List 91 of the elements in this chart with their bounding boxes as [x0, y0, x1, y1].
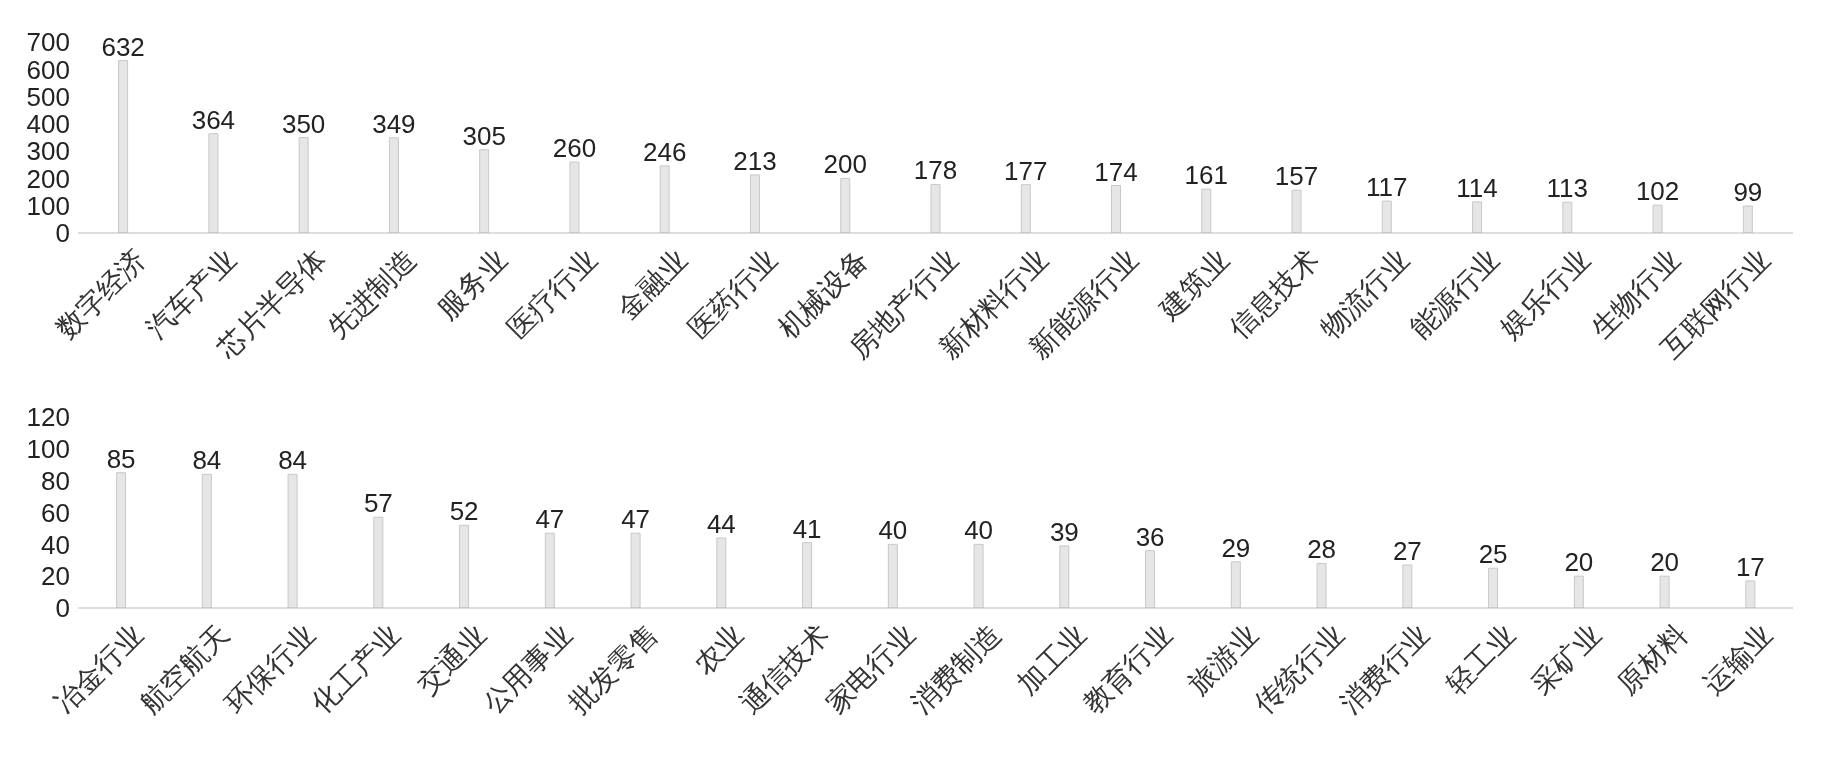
- bar: [1562, 201, 1573, 233]
- data-label: 260: [552, 133, 597, 164]
- y-tick-label: 120: [26, 402, 70, 433]
- data-label: 25: [1478, 539, 1508, 570]
- data-label: 99: [1733, 176, 1763, 207]
- bar: [116, 472, 127, 608]
- x-tick-label: 原材料: [1611, 618, 1693, 700]
- bar: [208, 133, 219, 233]
- data-label: 114: [1456, 172, 1498, 203]
- y-tick-label: 0: [55, 218, 70, 249]
- data-label: 28: [1307, 534, 1337, 565]
- data-label: 632: [101, 31, 145, 62]
- data-label: 102: [1635, 176, 1680, 207]
- y-tick-label: 60: [41, 497, 70, 528]
- data-label: 84: [192, 445, 222, 476]
- data-label: 47: [621, 504, 651, 535]
- data-label: 44: [706, 508, 736, 539]
- bar: [373, 516, 384, 608]
- data-label: 84: [278, 445, 308, 476]
- bar: [569, 161, 580, 233]
- data-label: 177: [1004, 155, 1048, 186]
- bar: [201, 473, 212, 608]
- bar: [1020, 184, 1031, 233]
- y-tick-label: 80: [41, 465, 70, 496]
- data-label: 85: [106, 443, 136, 474]
- data-label: 57: [363, 488, 393, 519]
- data-label: 41: [792, 513, 822, 544]
- bar: [287, 473, 298, 608]
- data-label: 20: [1564, 547, 1594, 578]
- data-label: 364: [191, 104, 236, 135]
- bar: [1111, 185, 1122, 233]
- data-label: 39: [1049, 516, 1079, 547]
- data-label: 29: [1221, 532, 1251, 563]
- data-label: 27: [1392, 536, 1422, 567]
- bar: [118, 60, 129, 233]
- bar: [388, 137, 399, 233]
- data-label: 213: [733, 145, 777, 176]
- data-label: 174: [1094, 156, 1138, 187]
- bar: [1472, 201, 1483, 233]
- bar: [973, 543, 984, 608]
- data-label: 40: [878, 515, 908, 546]
- data-label: 350: [281, 108, 326, 139]
- bar: [1573, 575, 1584, 608]
- data-label: 117: [1366, 172, 1408, 203]
- bar: [1059, 545, 1070, 608]
- data-label: 349: [372, 108, 416, 139]
- data-label: 161: [1184, 160, 1228, 191]
- data-label: 52: [449, 496, 479, 527]
- data-label: 200: [823, 149, 867, 180]
- data-label: 40: [964, 515, 994, 546]
- y-tick-label: 0: [55, 593, 70, 624]
- bar: [1659, 575, 1670, 608]
- bar: [1402, 564, 1413, 608]
- bar: [630, 532, 641, 608]
- x-tick-label: 轻工业: [1439, 618, 1522, 700]
- bar: [1488, 567, 1499, 608]
- bar: [1742, 205, 1753, 233]
- bar: [1381, 200, 1392, 233]
- bar: [1291, 189, 1302, 233]
- data-label: 157: [1274, 161, 1319, 192]
- x-tick-label: 采矿业: [1525, 618, 1608, 700]
- y-tick-label: 40: [41, 529, 70, 560]
- bar: [659, 165, 670, 233]
- data-label: 47: [535, 504, 565, 535]
- y-tick-label: 100: [26, 434, 70, 465]
- bar: [1230, 561, 1241, 608]
- bar: [459, 524, 470, 608]
- bar: [1145, 550, 1156, 608]
- data-label: 20: [1650, 547, 1680, 578]
- data-label: 36: [1135, 521, 1165, 552]
- bar: [1745, 580, 1756, 608]
- bar: [1201, 188, 1212, 233]
- data-label: 305: [462, 120, 506, 151]
- bar: [1652, 204, 1663, 233]
- bar: [298, 137, 309, 233]
- bar: [716, 537, 727, 608]
- bar: [887, 543, 898, 608]
- x-tick-label: 运输业: [1697, 618, 1779, 700]
- bar: [840, 177, 851, 233]
- x-tick-label: 农业: [687, 618, 750, 680]
- bar: [1316, 562, 1327, 608]
- bar: [749, 174, 760, 233]
- bar: [802, 542, 813, 608]
- data-label: 17: [1735, 551, 1765, 582]
- bar: [544, 532, 555, 608]
- bar: [479, 149, 490, 233]
- bar: [930, 183, 941, 233]
- data-label: 113: [1546, 173, 1589, 204]
- y-tick-label: 20: [41, 561, 70, 592]
- data-label: 178: [913, 155, 958, 186]
- data-label: 246: [643, 136, 687, 167]
